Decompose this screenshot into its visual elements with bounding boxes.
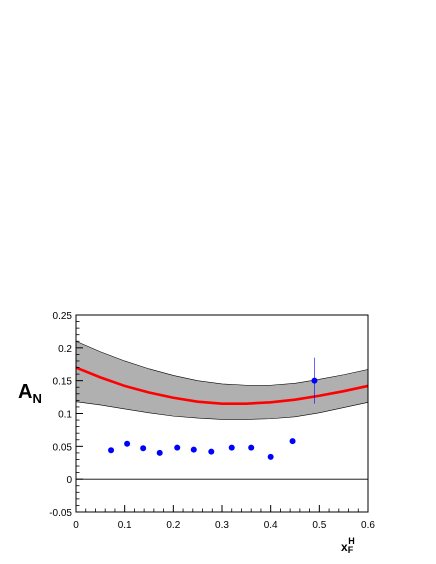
uncertainty-band [75,340,369,420]
data-point [124,440,131,447]
y-tick-label: 0.25 [53,311,73,322]
model-curve [75,366,369,405]
data-point [289,438,296,445]
x-tick-label: 0.4 [264,520,278,531]
data-point [108,447,115,454]
axis-labels-layer: AN xFH [18,381,355,555]
error-band-layer [75,340,369,420]
y-tick-label: 0.05 [53,442,73,453]
y-tick-label: 0 [66,475,72,486]
data-point [156,449,163,456]
curve-layer [75,366,369,405]
y-tick-label: 0.1 [58,410,72,421]
x-tick-label: 0.2 [166,520,180,531]
x-tick-label: 0.6 [361,520,375,531]
data-point [311,377,318,384]
y-tick-label: 0.15 [53,377,73,388]
data-point [248,444,255,451]
y-tick-label: -0.05 [49,508,72,519]
data-point [190,446,197,453]
y-axis-label-sub: N [32,391,41,406]
x-tick-label: 0.3 [215,520,229,531]
data-point [228,444,235,451]
y-axis-label: AN [18,381,42,406]
x-axis-label-main: x [341,540,348,554]
axes-layer: 0 0.1 0.2 0.3 0.4 0.5 0.6-0.0500.050.10.150.20… [49,311,375,531]
data-point [267,453,274,460]
data-point [174,444,181,451]
x-tick-label: 0.5 [312,520,326,531]
data-point [140,445,147,452]
x-axis-label-sub: F [348,545,354,555]
y-tick-label: 0.2 [58,344,72,355]
data-points-layer [108,357,318,460]
x-tick-label: 0.1 [118,520,132,531]
x-tick-label: 0 [73,520,79,531]
x-axis-label: xFH [341,536,355,555]
data-point [208,448,215,455]
y-axis-label-main: A [18,381,32,403]
x-axis-label-sup: H [348,536,355,546]
